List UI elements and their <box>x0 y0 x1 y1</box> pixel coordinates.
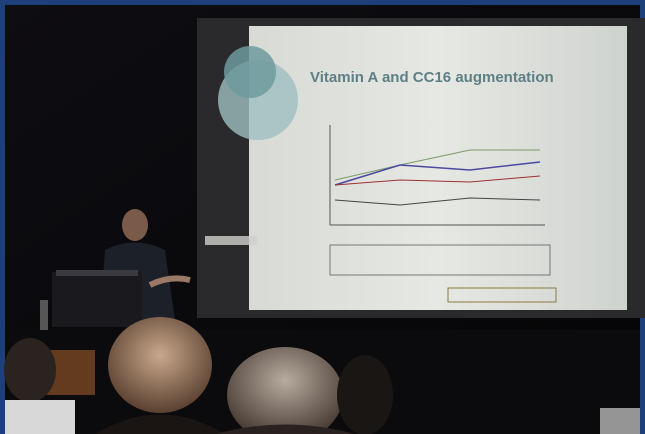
slide-decoration <box>224 46 276 98</box>
podium <box>52 272 142 327</box>
label-tag <box>205 236 257 245</box>
laptop <box>56 270 138 276</box>
bottle <box>40 300 48 330</box>
slide-title: Vitamin A and CC16 augmentation <box>310 69 554 86</box>
slide-chart <box>329 125 557 303</box>
audience <box>4 317 640 434</box>
